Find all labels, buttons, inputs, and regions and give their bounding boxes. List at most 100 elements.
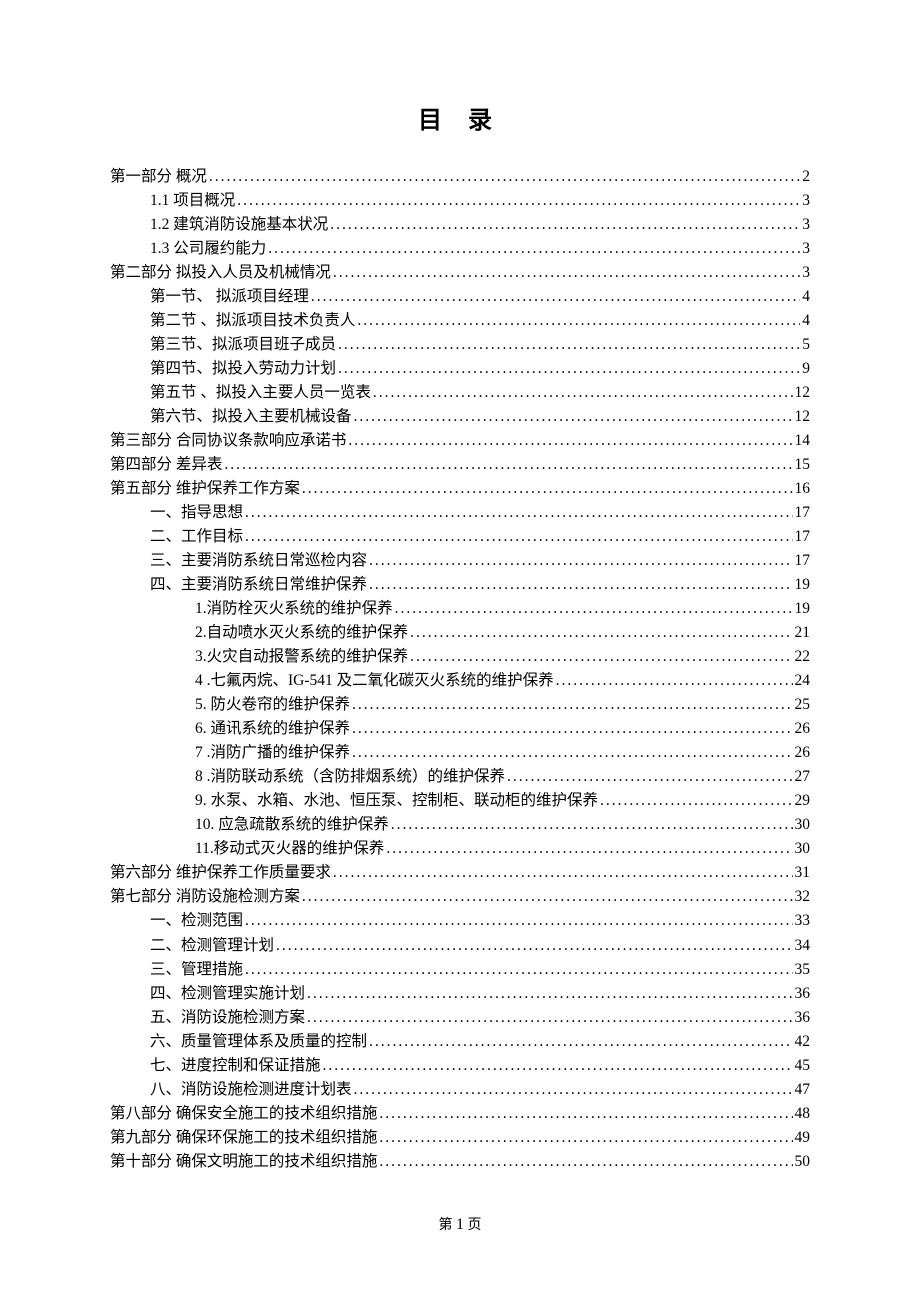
toc-entry-page: 4 [802,285,810,309]
toc-entry-label: 10. 应急疏散系统的维护保养 [195,813,389,837]
toc-entry: 第三部分 合同协议条款响应承诺书14 [110,429,810,453]
toc-leader-dots [369,1030,792,1054]
toc-entry: 第九部分 确保环保施工的技术组织措施49 [110,1126,810,1150]
toc-leader-dots [302,477,793,501]
toc-entry: 第一节、 拟派项目经理4 [110,285,810,309]
toc-leader-dots [373,381,793,405]
toc-entry-page: 34 [795,934,811,958]
toc-entry: 三、主要消防系统日常巡检内容17 [110,549,810,573]
toc-entry-label: 第一部分 概况 [110,165,207,189]
toc-entry-label: 六、质量管理体系及质量的控制 [150,1030,367,1054]
toc-entry: 第一部分 概况 2 [110,165,810,189]
toc-entry: 一、检测范围33 [110,909,810,933]
toc-leader-dots [379,1150,792,1174]
toc-entry-label: 9. 水泵、水箱、水池、恒压泵、控制柜、联动柜的维护保养 [195,789,598,813]
toc-entry-page: 12 [795,381,811,405]
toc-entry-label: 8 .消防联动系统（含防排烟系统）的维护保养 [195,765,505,789]
toc-entry-page: 31 [795,861,811,885]
toc-entry-label: 第三部分 合同协议条款响应承诺书 [110,429,346,453]
toc-leader-dots [386,837,792,861]
toc-leader-dots [268,237,800,261]
toc-entry: 7 .消防广播的维护保养 26 [110,741,810,765]
toc-entry-page: 16 [795,477,811,501]
toc-entry-label: 四、主要消防系统日常维护保养 [150,573,367,597]
toc-entry-page: 3 [802,189,810,213]
toc-entry-label: 第三节、拟派项目班子成员 [150,333,336,357]
toc-entry-label: 6. 通讯系统的维护保养 [195,717,350,741]
toc-leader-dots [311,285,800,309]
toc-leader-dots [276,934,792,958]
toc-leader-dots [352,741,792,765]
toc-entry-page: 45 [795,1054,811,1078]
toc-entry: 9. 水泵、水箱、水池、恒压泵、控制柜、联动柜的维护保养 29 [110,789,810,813]
toc-leader-dots [507,765,792,789]
toc-entry-label: 11.移动式灭火器的维护保养 [195,837,384,861]
toc-leader-dots [323,1054,793,1078]
toc-entry-page: 3 [802,213,810,237]
table-of-contents: 第一部分 概况21.1 项目概况31.2 建筑消防设施基本状况31.3 公司履约… [110,165,810,1174]
toc-entry-label: 三、主要消防系统日常巡检内容 [150,549,367,573]
toc-entry: 2.自动喷水灭火系统的维护保养 21 [110,621,810,645]
toc-entry-page: 12 [795,405,811,429]
toc-entry: 1.3 公司履约能力3 [110,237,810,261]
toc-entry-page: 35 [795,958,811,982]
toc-entry-label: 五、消防设施检测方案 [150,1006,305,1030]
toc-leader-dots [245,909,792,933]
toc-leader-dots [348,429,792,453]
toc-entry-page: 22 [795,645,811,669]
toc-entry: 第七部分 消防设施检测方案32 [110,885,810,909]
toc-entry: 三、管理措施35 [110,958,810,982]
toc-entry-label: 八、消防设施检测进度计划表 [150,1078,352,1102]
toc-entry-page: 24 [795,669,811,693]
toc-entry-label: 1.1 项目概况 [150,189,235,213]
toc-leader-dots [245,501,792,525]
toc-entry-label: 第四节、拟投入劳动力计划 [150,357,336,381]
toc-entry: 8 .消防联动系统（含防排烟系统）的维护保养 27 [110,765,810,789]
toc-entry-page: 26 [795,717,811,741]
toc-entry: 二、工作目标 17 [110,525,810,549]
toc-entry-page: 30 [795,837,811,861]
toc-leader-dots [237,189,800,213]
toc-leader-dots [338,333,800,357]
toc-leader-dots [352,717,792,741]
toc-leader-dots [410,621,792,645]
toc-leader-dots [224,453,792,477]
toc-leader-dots [556,669,793,693]
toc-entry-label: 第五节 、拟投入主要人员一览表 [150,381,371,405]
toc-entry-page: 2 [802,165,810,189]
toc-entry: 四、检测管理实施计划36 [110,982,810,1006]
page-footer: 第 1 页 [110,1214,810,1234]
toc-entry: 六、质量管理体系及质量的控制42 [110,1030,810,1054]
toc-entry-label: 第十部分 确保文明施工的技术组织措施 [110,1150,377,1174]
toc-entry: 八、消防设施检测进度计划表47 [110,1078,810,1102]
toc-leader-dots [379,1126,792,1150]
toc-entry-page: 27 [795,765,811,789]
toc-leader-dots [333,861,793,885]
toc-leader-dots [302,885,793,909]
toc-entry-page: 17 [795,525,811,549]
toc-entry-page: 19 [795,573,811,597]
toc-entry: 第六部分 维护保养工作质量要求31 [110,861,810,885]
toc-entry-label: 二、工作目标 [150,525,243,549]
toc-entry: 四、主要消防系统日常维护保养 19 [110,573,810,597]
toc-entry-label: 7 .消防广播的维护保养 [195,741,350,765]
toc-leader-dots [330,213,800,237]
toc-entry: 七、进度控制和保证措施45 [110,1054,810,1078]
toc-entry: 第六节、拟投入主要机械设备 12 [110,405,810,429]
toc-entry: 一、指导思想17 [110,501,810,525]
toc-leader-dots [354,405,793,429]
toc-entry-page: 49 [795,1126,811,1150]
toc-leader-dots [209,165,800,189]
toc-entry-label: 4 .七氟丙烷、IG-541 及二氧化碳灭火系统的维护保养 [195,669,554,693]
toc-leader-dots [333,261,800,285]
toc-entry-page: 21 [795,621,811,645]
toc-entry-page: 50 [795,1150,811,1174]
toc-entry-page: 29 [795,789,811,813]
toc-entry-label: 第六节、拟投入主要机械设备 [150,405,352,429]
toc-entry: 第五部分 维护保养工作方案16 [110,477,810,501]
toc-leader-dots [600,789,792,813]
toc-entry-page: 26 [795,741,811,765]
toc-leader-dots [395,597,793,621]
toc-entry-label: 2.自动喷水灭火系统的维护保养 [195,621,408,645]
toc-entry: 第二节 、拟派项目技术负责人4 [110,309,810,333]
